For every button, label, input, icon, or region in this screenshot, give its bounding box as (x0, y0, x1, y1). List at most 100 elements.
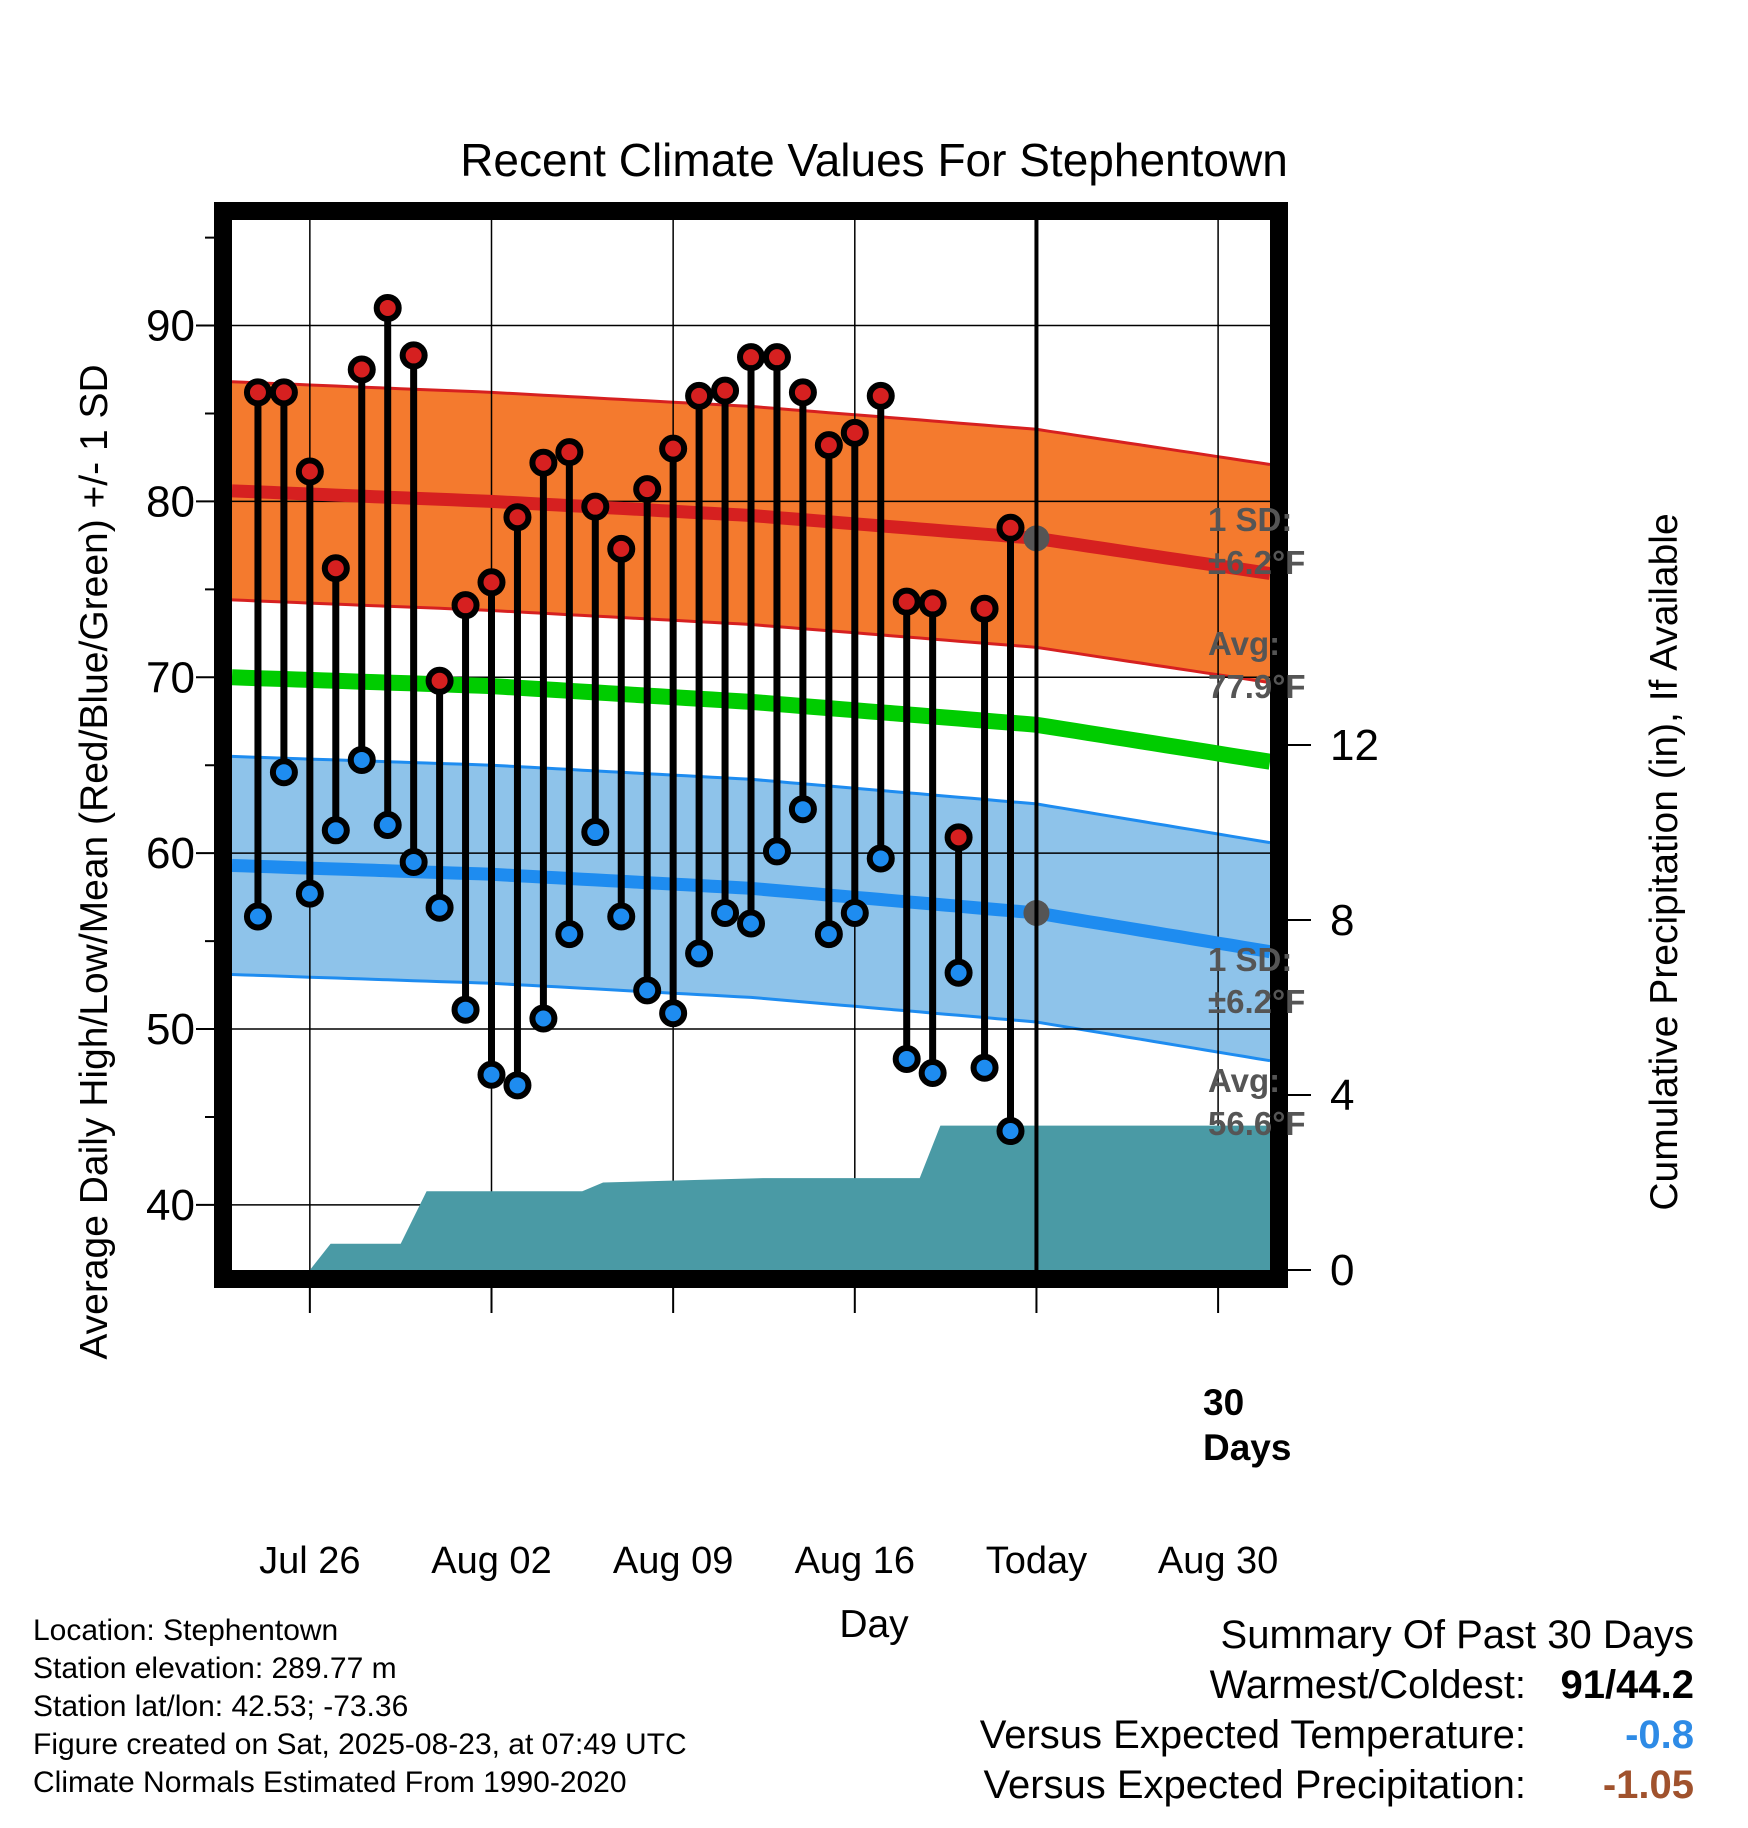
right-tick-label: 0 (1330, 1246, 1354, 1295)
precip-value: -1.05 (1602, 1763, 1694, 1807)
latlon-text: Station lat/lon: 42.53; -73.36 (33, 1690, 409, 1723)
high-point (425, 666, 454, 695)
low-point (918, 1059, 947, 1088)
summary-warmest-row: Warmest/Coldest: 91/44.2 (980, 1660, 1694, 1710)
high-point (243, 378, 272, 407)
created-text: Figure created on Sat, 2025-08-23, at 07… (33, 1728, 687, 1761)
low-point (399, 847, 428, 876)
right-axis-ticks: 0 4 8 12 (1279, 721, 1379, 1295)
low-point (425, 893, 454, 922)
summary-temp-row: Versus Expected Temperature: -0.8 (980, 1710, 1694, 1760)
x-tick-label: Aug 02 (431, 1540, 551, 1582)
high-sd-value: ±6.2°F (1208, 544, 1305, 581)
low-point (581, 818, 610, 847)
elevation-text: Station elevation: 289.77 m (33, 1652, 397, 1685)
high-point (840, 418, 869, 447)
low-point (685, 939, 714, 968)
temp-label: Versus Expected Temperature: (979, 1713, 1526, 1757)
low-avg-label: Avg: (1208, 1062, 1280, 1099)
high-point (762, 343, 791, 372)
left-tick-label: 80 (146, 477, 195, 526)
days-word-label: Days (1203, 1427, 1291, 1468)
left-tick-label: 60 (146, 829, 195, 878)
x-tick-label: Aug 16 (795, 1540, 915, 1582)
high-point (866, 381, 895, 410)
low-point (243, 902, 272, 931)
x-axis-label: Day (839, 1603, 909, 1646)
left-tick-label: 40 (146, 1181, 195, 1230)
low-point (788, 795, 817, 824)
high-point (814, 431, 843, 460)
x-tick-label: Aug 30 (1158, 1540, 1278, 1582)
high-point (581, 492, 610, 521)
warmest-label: Warmest/Coldest: (1209, 1663, 1526, 1707)
low-sd-label: 1 SD: (1208, 941, 1292, 978)
location-text: Location: Stephentown (33, 1614, 339, 1647)
x-tick-label: Jul 26 (259, 1540, 360, 1582)
high-point (451, 591, 480, 620)
high-point (944, 823, 973, 852)
low-point (944, 958, 973, 987)
high-point (555, 438, 584, 467)
high-avg-label: Avg: (1208, 625, 1280, 662)
low-point (633, 976, 662, 1005)
left-axis-ticks: 40 50 60 70 80 90 (146, 236, 223, 1230)
right-tick-label: 12 (1330, 721, 1379, 770)
low-point (659, 999, 688, 1028)
station-info: Location: Stephentown Station elevation:… (33, 1612, 687, 1802)
high-point (321, 554, 350, 583)
left-tick-label: 90 (146, 302, 195, 351)
high-point (477, 568, 506, 597)
low-point (711, 898, 740, 927)
warmest-value: 91/44.2 (1560, 1663, 1694, 1707)
daily-points (243, 293, 1025, 1146)
daily-range-stems (254, 307, 1014, 1132)
low-point (529, 1004, 558, 1033)
left-tick-label: 50 (146, 1005, 195, 1054)
low-avg-value: 56.6°F (1208, 1105, 1306, 1142)
high-point (295, 457, 324, 486)
right-tick-label: 8 (1330, 896, 1354, 945)
precip-label: Versus Expected Precipitation: (983, 1763, 1526, 1807)
precipitation-area (309, 1125, 1270, 1270)
high-point (711, 376, 740, 405)
y-axis-left-label: Average Daily High/Low/Mean (Red/Blue/Gr… (73, 364, 116, 1359)
low-point (737, 909, 765, 938)
low-point (373, 811, 402, 840)
summary-precip-row: Versus Expected Precipitation: -1.05 (980, 1760, 1694, 1810)
low-point (321, 816, 350, 845)
high-point (399, 341, 428, 370)
high-sd-label: 1 SD: (1208, 501, 1292, 538)
low-point (970, 1053, 999, 1082)
precip-area (309, 1125, 1270, 1270)
high-point (685, 381, 714, 410)
low-point (503, 1071, 532, 1100)
low-point (814, 920, 843, 949)
high-point (659, 434, 688, 463)
low-point (866, 844, 895, 873)
low-sd-lower-edge (231, 973, 1271, 1063)
normals-text: Climate Normals Estimated From 1990-2020 (33, 1766, 627, 1799)
low-point (607, 902, 636, 931)
low-point (295, 879, 324, 908)
low-point (840, 898, 869, 927)
high-point (269, 378, 298, 407)
low-point (347, 745, 376, 774)
chart-title: Recent Climate Values For Stephentown (460, 134, 1288, 186)
low-point (555, 920, 584, 949)
high-point (529, 448, 558, 477)
y-axis-right-label: Cumulative Precipitation (in), If Availa… (1643, 513, 1686, 1210)
low-point (269, 758, 298, 787)
low-point (477, 1060, 506, 1089)
high-point (737, 343, 765, 372)
high-point (970, 594, 999, 623)
low-sd-value: ±6.2°F (1208, 983, 1305, 1020)
low-point (451, 995, 480, 1024)
low-point (996, 1117, 1025, 1146)
summary-heading: Summary Of Past 30 Days (1220, 1613, 1694, 1657)
x-axis-ticks: Jul 26 Aug 02 Aug 09 Aug 16 Today Aug 30 (259, 1279, 1278, 1582)
temp-value: -0.8 (1625, 1713, 1694, 1757)
high-point (892, 587, 921, 616)
right-tick-label: 4 (1330, 1071, 1354, 1120)
